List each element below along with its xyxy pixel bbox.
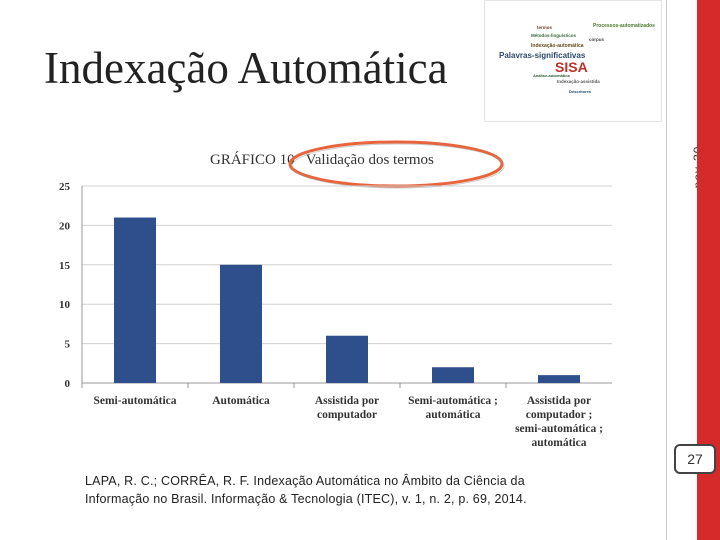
word-cloud-image: Processos-automatizados Palavras-signifi… [484,0,662,122]
word-cloud-word: Processos-automatizados [593,23,655,29]
bar [538,375,580,383]
bar [114,217,156,383]
chart-title: GRÁFICO 10 Validação dos termos [210,151,434,168]
word-cloud-word: Indexação-assistida [557,79,600,84]
x-tick-label: computador ; [526,409,593,421]
word-cloud-word: Métodos-linguísticos [531,33,576,38]
word-cloud-word: SISA [555,59,588,75]
y-tick-label: 25 [59,181,71,193]
highlight-ellipse-shadow [291,143,505,189]
citation-line: LAPA, R. C.; CORRÊA, R. F. Indexação Aut… [85,474,525,488]
bar [220,264,262,383]
y-tick-label: 20 [59,220,71,232]
y-tick-label: 15 [59,260,71,272]
word-cloud-word: Palavras-significativas [499,51,586,60]
word-cloud-word: Descritores [569,89,592,94]
word-cloud-word: corpus [589,37,605,42]
word-cloud-word: Indexação-automática [531,43,584,49]
x-tick-label: Assistida por [527,395,591,407]
y-tick-label: 10 [59,299,71,311]
accent-bar [697,0,720,540]
y-tick-label: 0 [65,378,71,390]
slide-title: Indexação Automática [44,43,448,93]
bar-chart: GRÁFICO 10 Validação dos termos 0 5 10 15 20 2… [59,140,612,449]
word-cloud-word: termos [537,25,553,30]
chart-image: GRÁFICO 10 Validação dos termos 0 5 10 15 20 2… [46,138,632,456]
page-number: 27 [674,444,716,474]
x-tick-label: semi-automática ; [515,423,603,435]
citation: LAPA, R. C.; CORRÊA, R. F. Indexação Aut… [85,472,655,508]
x-tick-label: computador [317,409,377,421]
x-tick-label: Automática [212,395,270,407]
y-tick-label: 5 [65,339,71,351]
x-tick-label: Semi-automática [93,395,176,407]
x-tick-label: Assistida por [315,395,379,407]
bar [432,367,474,383]
x-tick-label: automática [532,437,587,449]
x-tick-label: Semi-automática ; [408,395,498,407]
citation-line: Informação no Brasil. Informação & Tecno… [85,492,527,506]
divider-line [666,0,667,540]
bar [326,335,368,383]
word-cloud-word: Análise-automática [533,73,570,78]
x-tick-label: automática [426,409,481,421]
